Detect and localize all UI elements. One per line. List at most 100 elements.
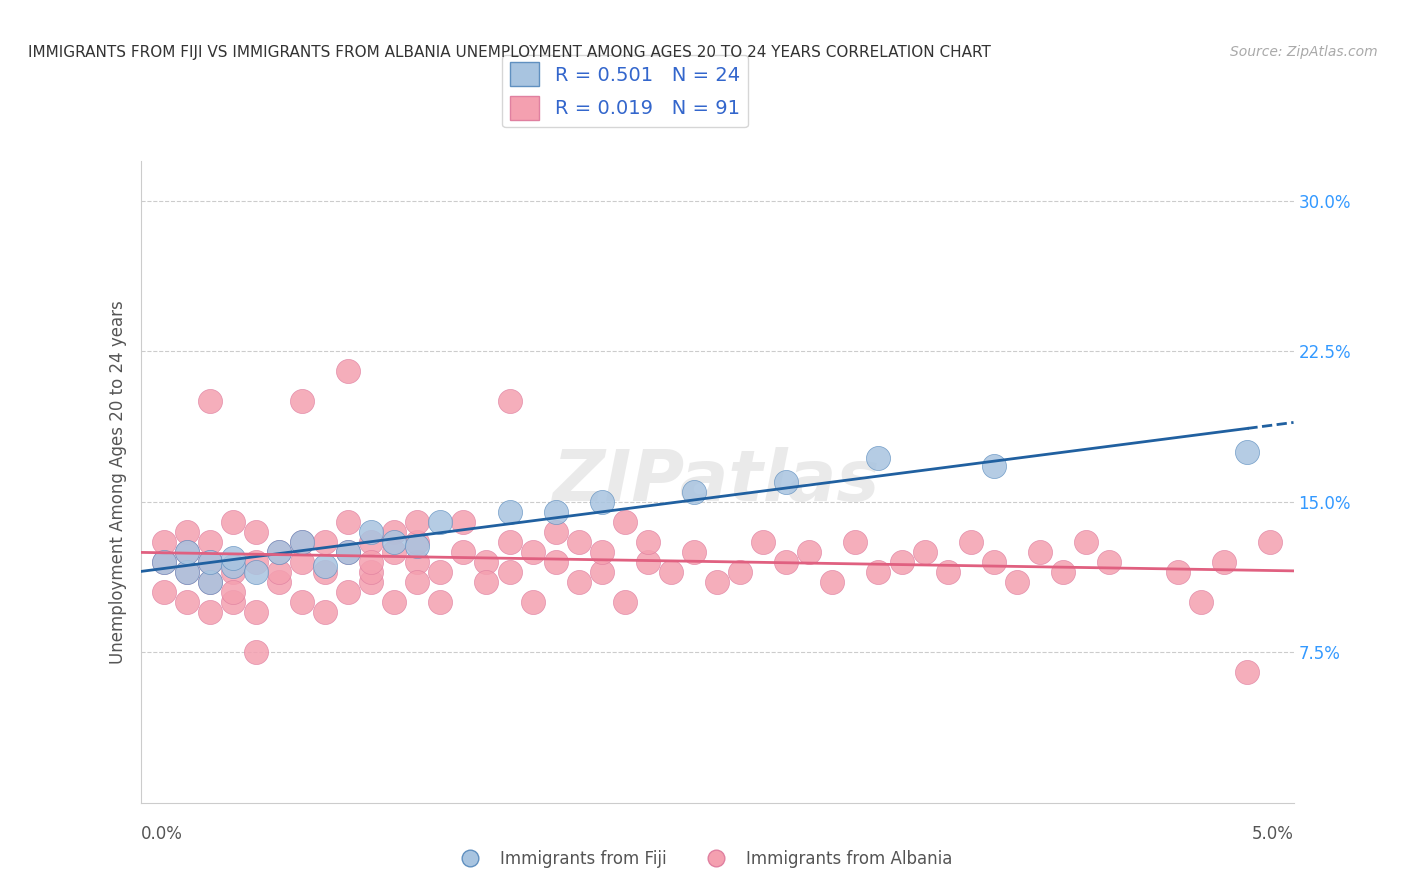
Point xyxy=(337,545,360,559)
Point xyxy=(291,555,314,569)
Point xyxy=(176,565,198,579)
Point xyxy=(591,565,613,579)
Point xyxy=(222,585,245,599)
Point xyxy=(613,595,636,609)
Point xyxy=(222,558,245,574)
Point xyxy=(382,535,405,549)
Point xyxy=(314,558,336,574)
Y-axis label: Unemployment Among Ages 20 to 24 years: Unemployment Among Ages 20 to 24 years xyxy=(108,300,127,664)
Point xyxy=(176,545,198,559)
Point xyxy=(245,524,267,539)
Point xyxy=(291,394,314,409)
Point xyxy=(360,575,382,590)
Point xyxy=(406,515,429,529)
Point xyxy=(1236,665,1258,680)
Point xyxy=(267,575,290,590)
Point xyxy=(198,605,221,619)
Point xyxy=(959,535,981,549)
Point xyxy=(1052,565,1074,579)
Text: 5.0%: 5.0% xyxy=(1251,825,1294,843)
Point xyxy=(453,545,475,559)
Point xyxy=(360,524,382,539)
Point xyxy=(314,535,336,549)
Point xyxy=(659,565,682,579)
Point xyxy=(1029,545,1052,559)
Point xyxy=(429,595,451,609)
Point xyxy=(314,565,336,579)
Point xyxy=(683,484,706,499)
Text: IMMIGRANTS FROM FIJI VS IMMIGRANTS FROM ALBANIA UNEMPLOYMENT AMONG AGES 20 TO 24: IMMIGRANTS FROM FIJI VS IMMIGRANTS FROM … xyxy=(28,45,991,60)
Point xyxy=(591,495,613,509)
Point xyxy=(983,458,1005,473)
Point xyxy=(544,555,567,569)
Point xyxy=(406,539,429,553)
Point xyxy=(1189,595,1212,609)
Point xyxy=(245,605,267,619)
Point xyxy=(291,535,314,549)
Point xyxy=(544,505,567,519)
Point xyxy=(475,575,498,590)
Point xyxy=(198,575,221,590)
Point xyxy=(314,605,336,619)
Point xyxy=(752,535,775,549)
Point xyxy=(176,524,198,539)
Point xyxy=(637,555,659,569)
Point xyxy=(799,545,821,559)
Point xyxy=(382,595,405,609)
Point xyxy=(568,575,591,590)
Point xyxy=(222,595,245,609)
Point xyxy=(775,555,797,569)
Point xyxy=(1074,535,1097,549)
Legend: Immigrants from Fiji, Immigrants from Albania: Immigrants from Fiji, Immigrants from Al… xyxy=(447,844,959,875)
Point xyxy=(983,555,1005,569)
Point xyxy=(591,545,613,559)
Point xyxy=(522,595,544,609)
Point xyxy=(568,535,591,549)
Point xyxy=(337,585,360,599)
Point xyxy=(453,515,475,529)
Point xyxy=(890,555,912,569)
Point xyxy=(406,535,429,549)
Point xyxy=(637,535,659,549)
Point xyxy=(337,545,360,559)
Point xyxy=(844,535,866,549)
Point xyxy=(868,450,890,465)
Point xyxy=(1098,555,1121,569)
Point xyxy=(498,535,520,549)
Point xyxy=(1167,565,1189,579)
Point xyxy=(198,575,221,590)
Point xyxy=(267,545,290,559)
Point xyxy=(382,524,405,539)
Point xyxy=(198,555,221,569)
Point xyxy=(267,545,290,559)
Point xyxy=(821,575,844,590)
Point xyxy=(522,545,544,559)
Point xyxy=(1236,444,1258,458)
Point xyxy=(498,394,520,409)
Point xyxy=(868,565,890,579)
Point xyxy=(337,515,360,529)
Point xyxy=(775,475,797,489)
Point xyxy=(1005,575,1028,590)
Point xyxy=(267,565,290,579)
Point xyxy=(291,535,314,549)
Point xyxy=(360,565,382,579)
Point xyxy=(382,545,405,559)
Point xyxy=(176,595,198,609)
Point xyxy=(613,515,636,529)
Point xyxy=(728,565,751,579)
Point xyxy=(152,555,174,569)
Point xyxy=(222,565,245,579)
Point xyxy=(245,555,267,569)
Point xyxy=(936,565,959,579)
Text: ZIPatlas: ZIPatlas xyxy=(554,447,880,516)
Point xyxy=(291,595,314,609)
Point xyxy=(498,505,520,519)
Point xyxy=(176,545,198,559)
Point xyxy=(222,515,245,529)
Point xyxy=(360,535,382,549)
Text: Source: ZipAtlas.com: Source: ZipAtlas.com xyxy=(1230,45,1378,59)
Point xyxy=(1213,555,1236,569)
Point xyxy=(152,535,174,549)
Point xyxy=(222,551,245,566)
